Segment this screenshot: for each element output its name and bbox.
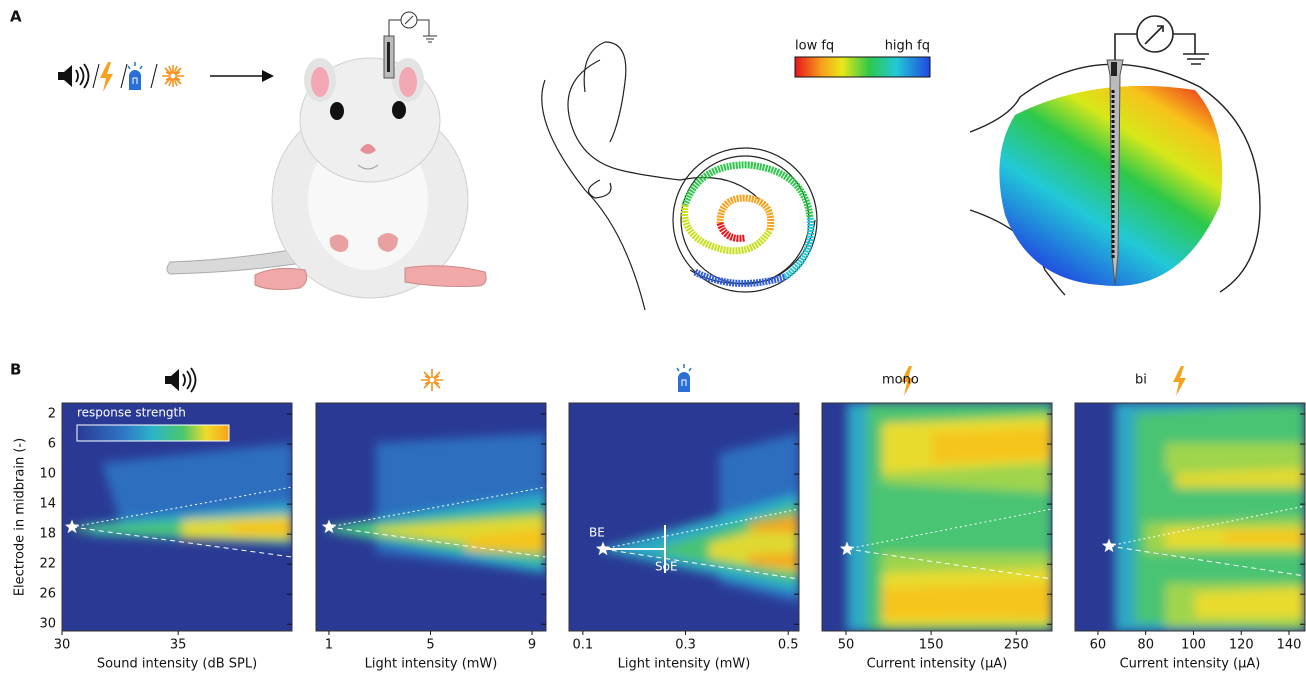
stimulus-icons-part [76, 64, 89, 88]
mouse-illustration-part [330, 102, 344, 120]
x-tick-label: 120 [1229, 638, 1254, 653]
heatmap-panel: 0.1 0.3 0.5 Light intensity (mW) BE SoE [569, 403, 799, 672]
response-colorbar [77, 425, 229, 441]
cochlea-illustration-part [690, 220, 815, 283]
frequency-colorbar [795, 57, 930, 77]
stimulus-icons-part [262, 70, 274, 82]
stimulus-icons-part [58, 65, 72, 87]
mouse-illustration-part [389, 20, 401, 36]
y-tick-label: 2 [48, 407, 56, 422]
x-tick-label: 100 [1181, 638, 1206, 653]
x-tick-label: 9 [528, 638, 536, 653]
x-tick-label: 140 [1277, 638, 1302, 653]
x-tick-label: 80 [1137, 638, 1154, 653]
colorbar-label: low fq [795, 39, 834, 54]
heatmap-panel: 60 80 100 120 140 Current intensity (µA) bi [1075, 373, 1305, 672]
heatmap-panel: 1 5 9 Light intensity (mW) [316, 403, 546, 672]
heatmap-fill [1109, 403, 1305, 631]
cochlea-illustration-part [584, 42, 626, 142]
mouse-illustration-part [387, 42, 390, 72]
panel-title: mono [882, 373, 919, 388]
stimulus-icons-part [170, 73, 176, 79]
panel-icons-part [677, 364, 691, 371]
annotation: SoE [655, 560, 678, 574]
x-tick-label: 250 [1004, 638, 1029, 653]
panel-letter: A [10, 8, 22, 26]
y-tick-label: 14 [39, 497, 56, 512]
stimulus-icons-part [129, 70, 141, 90]
cochlea-tonotopy-part [720, 223, 745, 238]
stimulus-icons-part [121, 64, 127, 88]
stimulus-icons-part [128, 62, 142, 69]
panel-icons-part [183, 368, 196, 392]
cochlea-tonotopy-part [685, 165, 810, 217]
panel-icons-part [1173, 366, 1186, 396]
x-tick-label: 0.3 [675, 638, 696, 653]
cochlea-illustration-part [542, 60, 760, 310]
x-axis-label: Current intensity (µA) [867, 657, 1008, 672]
annotation: BE [589, 526, 605, 540]
brain-illustration [970, 16, 1260, 295]
panel-letter: B [10, 361, 21, 379]
heatmap-panel: 50 150 250 Current intensity (µA) mono [822, 373, 1052, 672]
mouse-illustration-part [405, 266, 486, 287]
x-tick-label: 30 [54, 638, 71, 653]
cochlea-tonotopy-part [685, 205, 771, 251]
y-tick-label: 26 [39, 587, 56, 602]
x-tick-label: 60 [1090, 638, 1107, 653]
mouse-illustration-part [311, 67, 329, 97]
mouse-illustration-part [392, 101, 406, 119]
heatmap-fill [847, 403, 1052, 631]
panel-icons-part [165, 369, 179, 391]
mouse-illustration [167, 12, 486, 298]
y-tick-label: 18 [39, 527, 56, 542]
x-tick-label: 1 [325, 638, 333, 653]
panel-title: bi [1135, 373, 1147, 388]
response-region [232, 521, 292, 535]
heatmap-layer [1115, 403, 1305, 631]
panel-icons [165, 364, 1186, 396]
x-axis-label: Current intensity (µA) [1120, 657, 1261, 672]
colorbar-label: high fq [885, 39, 930, 54]
x-tick-label: 50 [838, 638, 855, 653]
stimulus-icons-part [93, 64, 99, 88]
x-axis-label: Sound intensity (dB SPL) [97, 657, 257, 672]
response-region [1225, 531, 1305, 543]
y-axis-label: Electrode in midbrain (-) [13, 438, 28, 596]
panel-icons-part [429, 377, 435, 383]
cochlea-illustration-part [589, 180, 611, 198]
brain-illustration-part [1111, 62, 1117, 76]
x-tick-label: 0.5 [778, 638, 799, 653]
y-tick-label: 10 [39, 467, 56, 482]
stimulus-icons-part [151, 64, 157, 88]
x-tick-label: 5 [426, 638, 434, 653]
heatmap-layer [847, 403, 1052, 631]
y-tick-label: 6 [48, 437, 56, 452]
brain-illustration-part [1115, 34, 1137, 60]
mouse-illustration-part [255, 268, 307, 289]
mouse-illustration-part [399, 67, 417, 97]
mouse-illustration-part [417, 20, 437, 42]
x-tick-label: 150 [919, 638, 944, 653]
x-axis-label: Light intensity (mW) [618, 657, 751, 672]
cochlea-tonotopy-part [720, 198, 771, 230]
x-tick-label: 0.1 [573, 638, 594, 653]
brain-illustration-part [1173, 34, 1209, 64]
y-tick-label: 22 [39, 557, 56, 572]
figure: A B [0, 0, 1306, 676]
cochlea-illustration [542, 42, 817, 310]
stimulus-icons [58, 62, 274, 92]
response-legend: response strength [77, 406, 186, 420]
y-tick-label: 30 [39, 617, 56, 632]
x-tick-label: 35 [170, 638, 187, 653]
stimulus-icons-part [100, 62, 113, 92]
x-axis-label: Light intensity (mW) [365, 657, 498, 672]
panel-icons-part [678, 372, 690, 392]
